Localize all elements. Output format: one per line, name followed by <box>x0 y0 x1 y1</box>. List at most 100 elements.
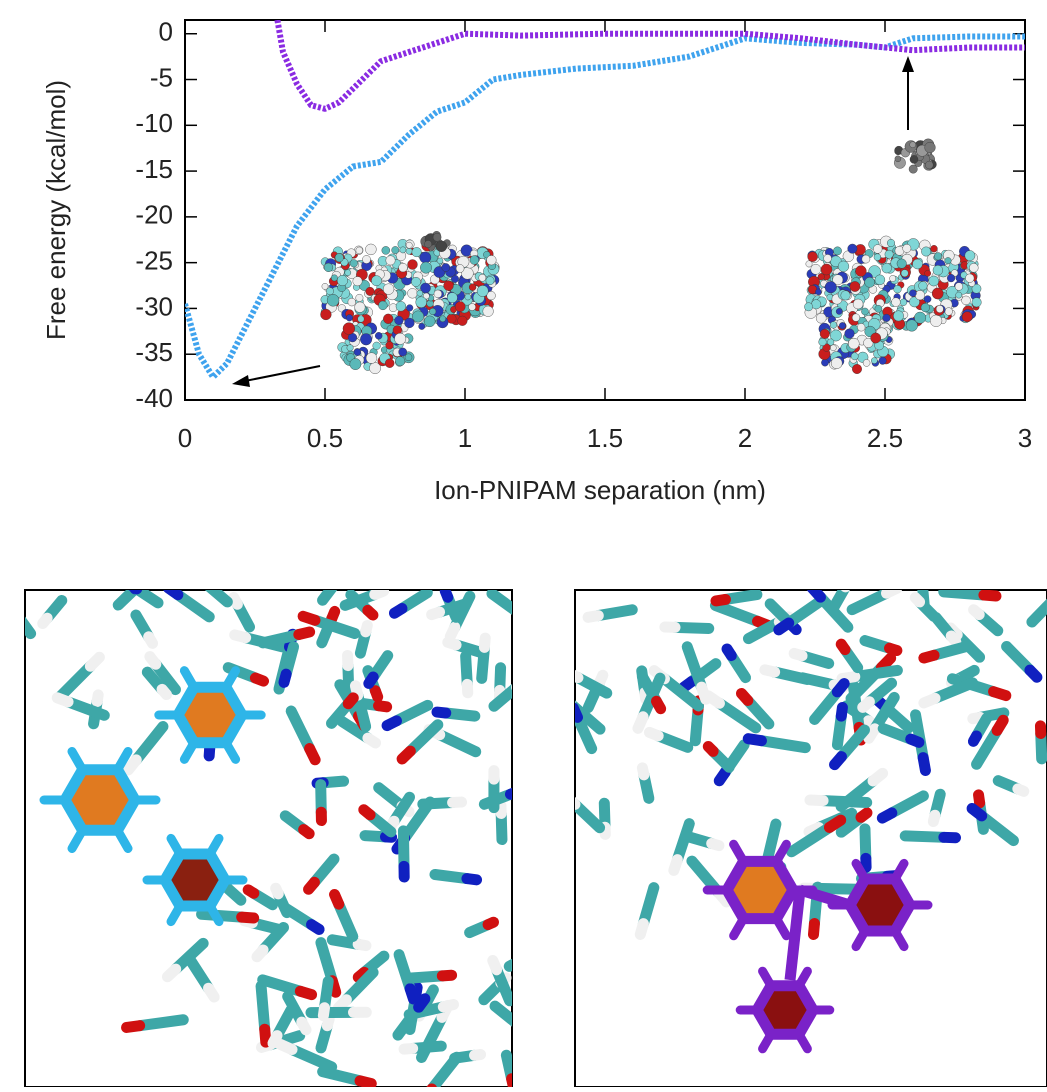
bond-end <box>475 1054 481 1055</box>
atom <box>816 313 826 323</box>
atom <box>395 316 404 325</box>
atom <box>815 289 821 295</box>
bond-end <box>709 696 720 703</box>
bond-end <box>973 717 980 718</box>
atom <box>487 255 497 265</box>
atom <box>420 262 431 273</box>
atom <box>871 333 881 343</box>
bond-end <box>311 925 319 930</box>
x-axis-label: Ion-PNIPAM separation (nm) <box>434 475 766 505</box>
bond-end <box>974 610 980 615</box>
bond-end <box>1030 670 1037 677</box>
bond-end <box>813 924 814 935</box>
atom <box>883 314 891 322</box>
bond-end <box>599 675 602 682</box>
bond-end <box>167 969 175 977</box>
atom <box>331 275 337 281</box>
atom <box>885 250 893 258</box>
bond-end <box>387 721 396 726</box>
bond-end <box>972 809 982 816</box>
bond-end <box>366 625 368 631</box>
aromatic-ring <box>757 986 813 1034</box>
atom <box>879 357 887 365</box>
atom <box>933 265 943 275</box>
atom <box>811 264 821 274</box>
atom <box>909 165 917 173</box>
aromatic-ring <box>178 687 242 742</box>
bond-end <box>979 795 980 803</box>
y-tick-label: -15 <box>135 154 173 184</box>
bond-end <box>484 638 485 647</box>
bond-end <box>719 772 725 780</box>
bond-end <box>684 682 691 687</box>
atom <box>424 240 431 247</box>
bond-end <box>530 1034 541 1042</box>
atom <box>406 305 413 312</box>
atom <box>383 284 394 295</box>
bond-end <box>368 610 373 615</box>
bond-end <box>467 879 477 880</box>
atom <box>865 277 875 287</box>
atom <box>327 294 339 306</box>
atom <box>386 342 394 350</box>
bond-end <box>779 623 789 630</box>
y-tick-label: -5 <box>150 62 173 92</box>
atom <box>433 233 441 241</box>
aromatic-ring <box>850 879 910 931</box>
bond-end <box>674 860 678 871</box>
atom <box>912 259 922 269</box>
atom <box>424 316 435 327</box>
bond-end <box>150 657 156 665</box>
y-tick-label: -30 <box>135 291 173 321</box>
bond-end <box>280 1044 292 1049</box>
atom <box>925 161 933 169</box>
atom <box>447 293 457 303</box>
atom <box>385 359 394 368</box>
bond-end <box>994 692 1006 696</box>
bond <box>261 986 265 1029</box>
bond-end <box>242 917 254 918</box>
atom <box>477 285 488 296</box>
atom <box>321 309 332 320</box>
bond-end <box>890 648 897 650</box>
atom <box>429 308 436 315</box>
atom <box>852 364 861 373</box>
bond <box>202 914 242 917</box>
bond-end <box>861 813 867 817</box>
y-axis-label: Free energy (kcal/mol) <box>41 80 71 340</box>
atom <box>921 247 930 256</box>
atom <box>366 353 377 364</box>
atom <box>921 303 930 312</box>
series-line <box>277 20 1025 109</box>
atom <box>486 277 494 285</box>
atom <box>396 301 406 311</box>
atom <box>895 156 901 162</box>
bond-end <box>863 702 870 708</box>
atom <box>900 299 907 306</box>
y-tick-label: -20 <box>135 200 173 230</box>
atom <box>821 359 828 366</box>
atom <box>925 142 936 153</box>
bond-end <box>419 999 425 1007</box>
atom <box>360 334 372 346</box>
atom <box>470 256 479 265</box>
bond-end <box>841 644 845 649</box>
bond-end <box>727 649 731 656</box>
atom <box>929 276 939 286</box>
annotation-arrowhead <box>902 56 914 72</box>
atom <box>408 260 418 270</box>
bond-end <box>302 1022 306 1030</box>
atom <box>890 275 896 281</box>
atom <box>962 312 972 322</box>
bond-end <box>882 813 891 818</box>
bond-end <box>887 588 897 593</box>
annotation-arrowhead <box>232 375 250 387</box>
bond-end <box>299 632 310 635</box>
atom <box>355 302 366 313</box>
atom <box>845 329 855 339</box>
bond-end <box>748 739 761 741</box>
bond-end <box>432 612 440 615</box>
atom <box>850 281 860 291</box>
bond-end <box>442 975 451 976</box>
atom <box>808 252 818 262</box>
